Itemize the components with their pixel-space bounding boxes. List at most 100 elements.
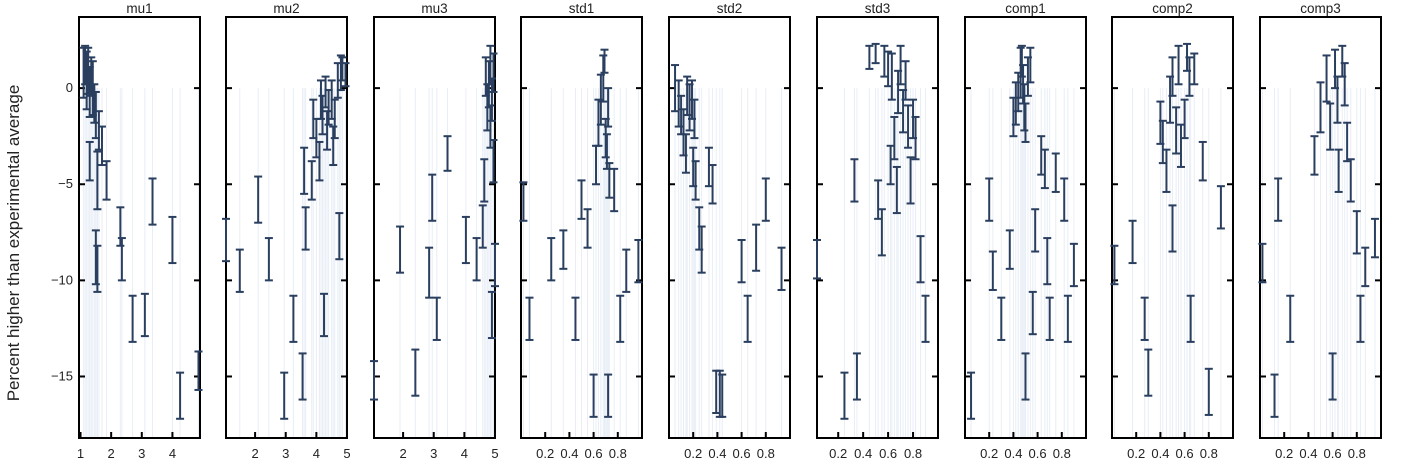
error-bar (472, 237, 481, 282)
panel-title: mu2 (273, 1, 299, 16)
y-tick-label: −15 (51, 368, 73, 383)
error-bar (102, 160, 111, 201)
error-bar (906, 156, 915, 205)
error-bar (222, 217, 230, 263)
x-tick-label: 3 (430, 446, 437, 461)
error-bar (840, 371, 849, 420)
y-tick-label: −5 (58, 176, 73, 191)
error-bar (90, 83, 99, 124)
panel-frame (78, 16, 201, 439)
error-bar (887, 52, 896, 101)
x-tick-label: 0.6 (879, 446, 897, 461)
error-bar (681, 133, 690, 174)
x-tick-label: 0.2 (980, 446, 998, 461)
error-bar (1204, 367, 1213, 416)
error-bar (877, 208, 886, 257)
error-bar (1185, 56, 1194, 97)
x-tick-label: 0.4 (1151, 446, 1169, 461)
error-bar (901, 60, 910, 101)
x-tick-label: 0.6 (733, 446, 751, 461)
x-tick-label: 5 (343, 446, 350, 461)
panel-mu1: mu1 0 −5 −10 −15 1 2 3 4 (51, 1, 203, 461)
x-tick-label: 0.2 (684, 446, 702, 461)
x-tick-label: 0.8 (609, 446, 627, 461)
error-bar (1168, 56, 1177, 97)
error-bar (1043, 237, 1052, 286)
y-tick-label: −10 (51, 272, 73, 287)
error-bar (1326, 102, 1335, 151)
error-bar (1021, 102, 1030, 143)
panel-frame (1259, 16, 1382, 439)
panel-frame (1111, 16, 1234, 439)
error-bar (1040, 148, 1049, 190)
error-bar (489, 52, 498, 93)
x-tick-label: 4 (461, 446, 468, 461)
x-tick-label: 2 (251, 446, 258, 461)
error-bar (1356, 294, 1365, 343)
error-bar (1310, 135, 1319, 176)
error-bar (1162, 148, 1171, 193)
error-bar (1063, 294, 1072, 343)
x-tick-label: 0.8 (1200, 446, 1218, 461)
error-bar (904, 104, 913, 149)
error-bar (571, 296, 580, 341)
error-bar (997, 296, 1006, 341)
error-bar (1190, 52, 1199, 86)
error-bar (194, 350, 203, 391)
x-tick-label: 0.6 (1029, 446, 1047, 461)
error-bar (892, 165, 901, 215)
x-tick-label: 0.2 (536, 446, 554, 461)
error-bar (307, 160, 316, 201)
error-bar (489, 139, 498, 184)
error-bar (1060, 177, 1069, 222)
error-bar (1198, 140, 1207, 182)
panel-title: mu3 (421, 1, 447, 16)
error-bar (583, 208, 592, 249)
error-bar (874, 179, 883, 220)
error-bar (329, 125, 338, 167)
error-bar (1361, 246, 1370, 288)
error-bar (1172, 106, 1181, 155)
error-bar (525, 296, 534, 341)
error-bar (316, 79, 325, 120)
x-tick-label: 0.4 (708, 446, 726, 461)
x-tick-label: 4 (169, 446, 176, 461)
panels: mu1 0 −5 −10 −15 1 2 3 4 mu2 2 3 4 5 mu3 2 3 4 5 std1 0.2 0.4… (51, 1, 1382, 461)
x-tick-label: 0.6 (1176, 446, 1194, 461)
error-bar (428, 173, 437, 222)
error-bar (235, 248, 244, 293)
error-bar (871, 42, 880, 65)
x-tick-label: 0.8 (1053, 446, 1071, 461)
x-tick-label: 0.8 (757, 446, 775, 461)
error-bar (93, 150, 102, 211)
panel-frame (964, 16, 1087, 439)
panel-title: mu1 (126, 1, 152, 16)
error-bar (341, 62, 350, 88)
error-bar (320, 292, 329, 338)
error-bar (577, 179, 586, 220)
panel-title: std1 (569, 1, 595, 16)
error-bar (1340, 62, 1349, 107)
error-bar (884, 50, 893, 88)
error-bar (967, 371, 976, 420)
error-bar (916, 235, 925, 284)
error-bar (743, 294, 752, 343)
panel-title: comp2 (1152, 1, 1193, 16)
error-bar (1370, 217, 1379, 259)
x-tick-label: 0.4 (1299, 446, 1317, 461)
error-bar (1026, 46, 1035, 84)
error-bar (128, 294, 137, 343)
panel-title: comp1 (1005, 1, 1046, 16)
error-bar (1168, 204, 1177, 253)
error-bar (91, 229, 100, 286)
error-bar (599, 54, 608, 103)
error-bar (93, 244, 102, 293)
error-bar (752, 223, 761, 272)
error-bar (1051, 152, 1060, 193)
error-bar (1286, 294, 1295, 343)
error-bar (589, 373, 598, 418)
error-bar (1144, 348, 1153, 397)
error-bar (432, 296, 441, 341)
error-bar (865, 44, 874, 70)
